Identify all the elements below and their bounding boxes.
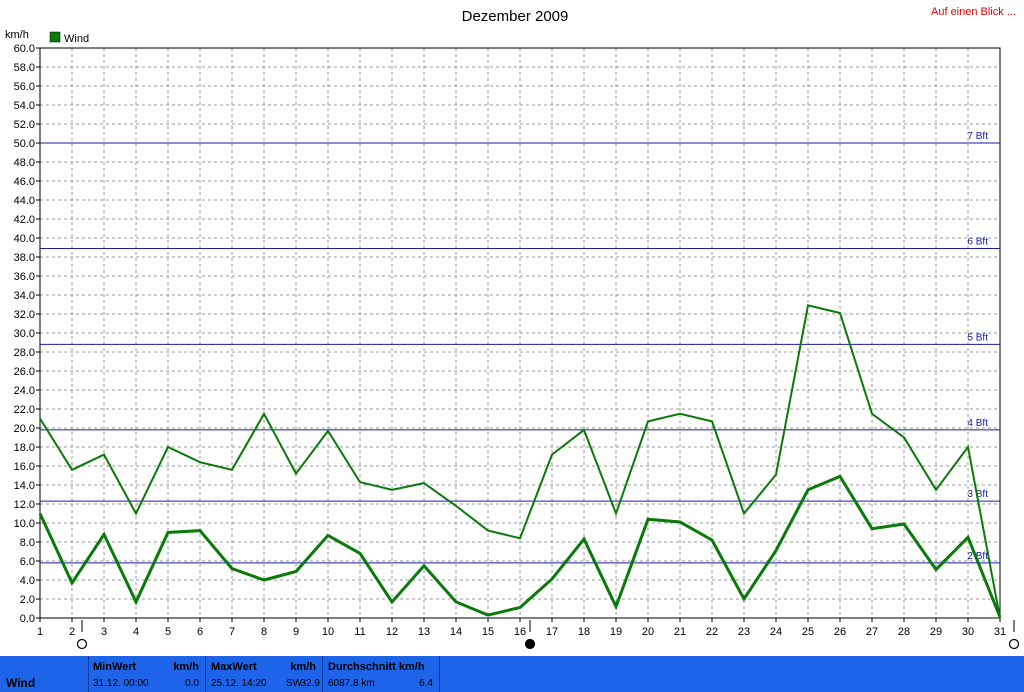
y-tick-label: 38.0 <box>14 252 35 264</box>
y-tick-label: 28.0 <box>14 347 35 359</box>
summary-bar: Wind MinWert km/h 31.12. 00:00 0.0 MaxWe… <box>0 656 1024 692</box>
y-tick-label: 54.0 <box>14 100 35 112</box>
x-tick-label: 24 <box>770 626 782 638</box>
x-tick-label: 16 <box>514 626 526 638</box>
x-tick-label: 5 <box>165 626 171 638</box>
summary-min-unit: km/h <box>173 661 199 673</box>
y-tick-label: 18.0 <box>14 442 35 454</box>
y-tick-label: 24.0 <box>14 385 35 397</box>
legend-label: Wind <box>64 33 89 45</box>
y-tick-label: 58.0 <box>14 62 35 74</box>
series-line-max <box>39 304 1001 619</box>
summary-avg-header: Durchschnitt km/h <box>328 661 425 673</box>
x-tick-label: 27 <box>866 626 878 638</box>
x-tick-label: 17 <box>546 626 558 638</box>
y-tick-label: 46.0 <box>14 176 35 188</box>
beaufort-label: 2 Bft <box>967 551 988 562</box>
wind-chart: Dezember 2009 km/h Wind 0.0 2.0 4.0 6.0 8.0 1… <box>5 8 1020 650</box>
y-tick-label: 44.0 <box>14 195 35 207</box>
x-tick-label: 29 <box>930 626 942 638</box>
y-tick-label: 22.0 <box>14 404 35 416</box>
summary-avg-distance: 6087.8 km <box>328 678 375 689</box>
summary-min-time: 31.12. 00:00 <box>93 678 149 689</box>
x-tick-label: 18 <box>578 626 590 638</box>
summary-max-value: 32.9 <box>300 678 320 689</box>
legend-swatch <box>49 31 61 43</box>
y-tick-label: 20.0 <box>14 423 35 435</box>
summary-max: MaxWert km/h 25.12. 14:20 SW 32.9 <box>206 656 323 692</box>
y-tick-label: 60.0 <box>14 43 35 55</box>
full-moon-icon <box>76 638 88 650</box>
x-tick-label: 20 <box>642 626 654 638</box>
y-tick-label: 52.0 <box>14 119 35 131</box>
x-tick-label: 22 <box>706 626 718 638</box>
series-line-avg <box>38 474 1002 618</box>
plot-area: 0.0 2.0 4.0 6.0 8.0 10.0 12.0 14.0 16.0 18.0 20.0 2… <box>14 43 1020 650</box>
y-axis-unit: km/h <box>5 29 29 41</box>
y-tick-label: 10.0 <box>14 518 35 530</box>
y-tick-label: 56.0 <box>14 81 35 93</box>
summary-max-header: MaxWert <box>211 661 257 673</box>
x-tick-label: 14 <box>450 626 462 638</box>
y-tick-label: 32.0 <box>14 309 35 321</box>
x-tick-label: 2 <box>69 626 75 638</box>
summary-min: MinWert km/h 31.12. 00:00 0.0 <box>89 656 206 692</box>
x-tick-label: 28 <box>898 626 910 638</box>
x-tick-label: 23 <box>738 626 750 638</box>
x-tick-label: 3 <box>101 626 107 638</box>
summary-series-name: Wind <box>0 656 89 692</box>
x-tick-label: 13 <box>418 626 430 638</box>
y-tick-label: 6.0 <box>20 556 35 568</box>
plot-frame <box>39 47 1001 619</box>
y-tick-label: 8.0 <box>20 537 35 549</box>
x-tick-label: 7 <box>229 626 235 638</box>
y-tick-label: 30.0 <box>14 328 35 340</box>
summary-max-time: 25.12. 14:20 <box>211 678 267 689</box>
x-tick-label: 25 <box>802 626 814 638</box>
y-tick-label: 36.0 <box>14 271 35 283</box>
y-tick-label: 48.0 <box>14 157 35 169</box>
summary-min-header: MinWert <box>93 661 137 673</box>
x-tick-label: 21 <box>674 626 686 638</box>
x-tick-label: 12 <box>386 626 398 638</box>
x-tick-label: 31 <box>994 626 1006 638</box>
x-tick-label: 4 <box>133 626 139 638</box>
y-tick-label: 12.0 <box>14 499 35 511</box>
y-tick-label: 2.0 <box>20 594 35 606</box>
y-tick-label: 50.0 <box>14 138 35 150</box>
x-tick-label: 6 <box>197 626 203 638</box>
summary-avg: Durchschnitt km/h 6087.8 km 6.4 <box>323 656 440 692</box>
summary-min-value: 0.0 <box>185 678 199 689</box>
x-tick-label: 19 <box>610 626 622 638</box>
x-tick-label: 11 <box>354 626 365 638</box>
y-tick-label: 26.0 <box>14 366 35 378</box>
x-tick-label: 9 <box>293 626 299 638</box>
y-tick-label: 14.0 <box>14 480 35 492</box>
summary-max-unit: km/h <box>290 661 316 673</box>
full-moon-icon <box>1008 638 1020 650</box>
beaufort-label: 5 Bft <box>967 332 988 343</box>
x-tick-label: 26 <box>834 626 846 638</box>
beaufort-label: 4 Bft <box>967 418 988 429</box>
y-tick-label: 0.0 <box>20 613 35 625</box>
x-tick-label: 15 <box>482 626 494 638</box>
beaufort-label: 6 Bft <box>967 236 988 247</box>
x-tick-label: 10 <box>322 626 334 638</box>
y-tick-label: 34.0 <box>14 290 35 302</box>
y-tick-label: 16.0 <box>14 461 35 473</box>
summary-avg-value: 6.4 <box>419 678 433 689</box>
x-tick-label: 30 <box>962 626 974 638</box>
beaufort-label: 7 Bft <box>967 131 988 142</box>
summary-max-direction: SW <box>286 678 303 689</box>
y-tick-label: 4.0 <box>20 575 35 587</box>
overview-link[interactable]: Auf einen Blick ... <box>931 6 1016 18</box>
new-moon-icon <box>524 638 536 650</box>
chart-title: Dezember 2009 <box>462 8 569 25</box>
y-tick-label: 42.0 <box>14 214 35 226</box>
x-tick-label: 1 <box>37 626 43 638</box>
y-tick-label: 40.0 <box>14 233 35 245</box>
x-tick-label: 8 <box>261 626 267 638</box>
